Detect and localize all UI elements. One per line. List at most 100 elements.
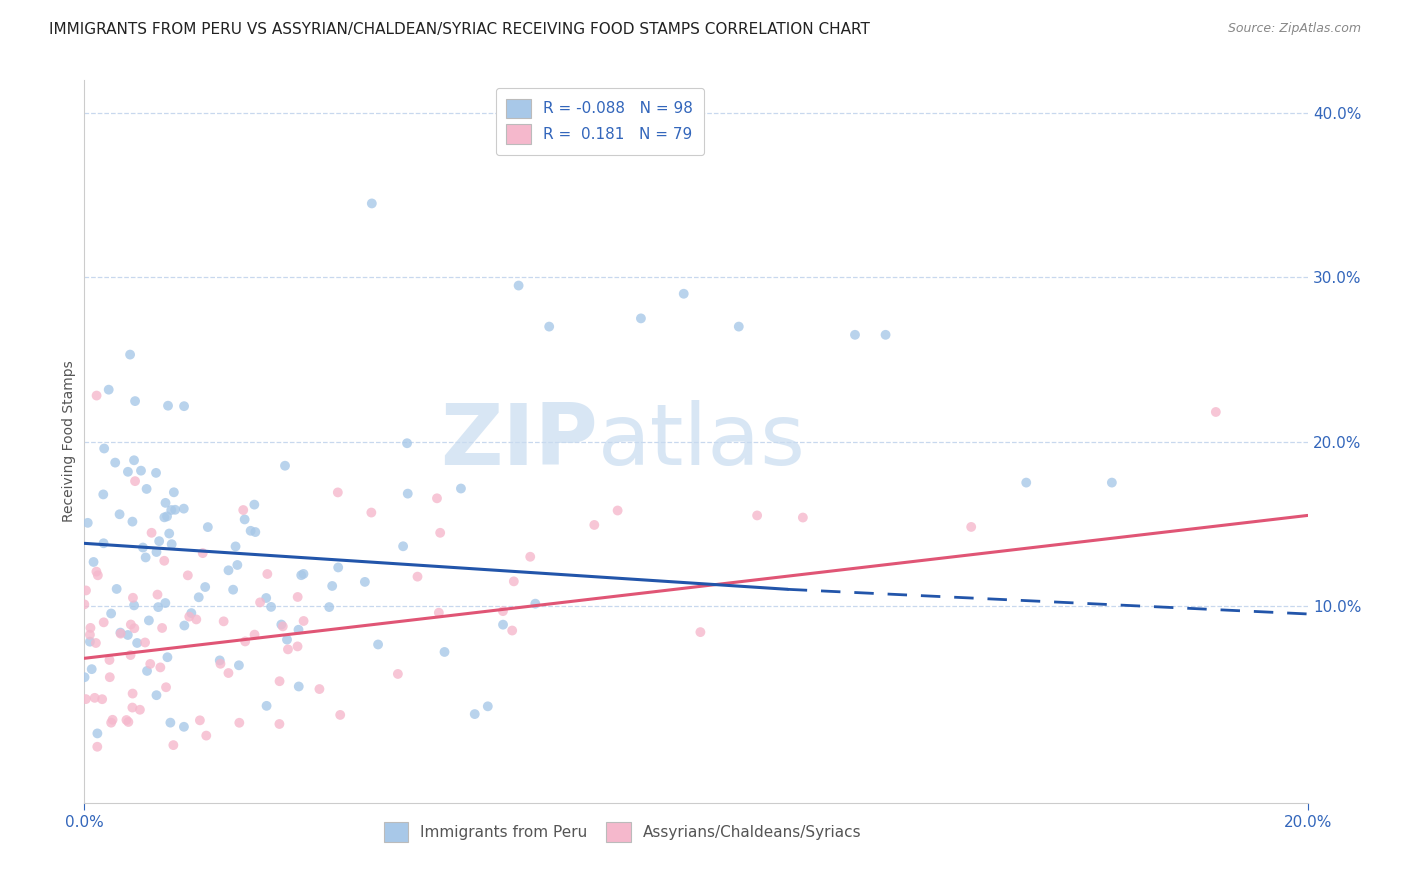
Point: [105, 582, 128, 596]
Point: [226, 558, 249, 572]
Point: [86, 726, 108, 740]
Point: [290, 568, 312, 582]
Point: [392, 539, 415, 553]
Point: [121, 687, 143, 701]
Point: [100, 607, 122, 621]
Point: [287, 640, 309, 654]
Point: [249, 595, 271, 609]
Text: atlas: atlas: [598, 400, 806, 483]
Point: [194, 580, 217, 594]
Point: [87, 568, 110, 582]
Point: [91, 487, 114, 501]
Point: [139, 657, 162, 671]
Point: [360, 196, 382, 211]
Point: [256, 698, 278, 713]
Point: [93, 615, 115, 630]
Point: [243, 627, 266, 641]
Point: [110, 626, 132, 640]
Point: [292, 614, 315, 628]
Point: [79, 628, 101, 642]
Point: [160, 503, 183, 517]
Point: [260, 599, 283, 614]
Point: [492, 604, 515, 618]
Point: [360, 506, 382, 520]
Point: [73, 598, 96, 612]
Point: [875, 327, 897, 342]
Point: [326, 485, 349, 500]
Point: [318, 600, 340, 615]
Point: [156, 650, 179, 665]
Point: [122, 599, 145, 613]
Point: [124, 621, 146, 635]
Point: [150, 621, 173, 635]
Point: [153, 554, 176, 568]
Point: [120, 348, 142, 362]
Point: [502, 574, 524, 589]
Point: [308, 681, 330, 696]
Point: [83, 690, 105, 705]
Text: ZIP: ZIP: [440, 400, 598, 483]
Point: [329, 707, 352, 722]
Point: [186, 612, 208, 626]
Point: [228, 715, 250, 730]
Point: [124, 394, 146, 409]
Point: [136, 664, 159, 678]
Point: [122, 453, 145, 467]
Point: [117, 628, 139, 642]
Point: [433, 645, 456, 659]
Point: [124, 474, 146, 488]
Point: [727, 319, 749, 334]
Point: [121, 515, 143, 529]
Point: [630, 311, 652, 326]
Point: [75, 583, 97, 598]
Point: [160, 537, 183, 551]
Point: [93, 536, 115, 550]
Point: [492, 617, 515, 632]
Point: [145, 466, 167, 480]
Point: [274, 458, 297, 473]
Point: [689, 625, 711, 640]
Point: [173, 399, 195, 413]
Point: [792, 510, 814, 524]
Point: [98, 670, 121, 684]
Point: [79, 634, 101, 648]
Point: [120, 648, 142, 662]
Point: [141, 525, 163, 540]
Point: [844, 327, 866, 342]
Text: IMMIGRANTS FROM PERU VS ASSYRIAN/CHALDEAN/SYRIAC RECEIVING FOOD STAMPS CORRELATI: IMMIGRANTS FROM PERU VS ASSYRIAN/CHALDEA…: [49, 22, 870, 37]
Point: [243, 498, 266, 512]
Point: [98, 653, 121, 667]
Point: [287, 680, 309, 694]
Point: [232, 503, 254, 517]
Point: [129, 703, 152, 717]
Point: [73, 670, 96, 684]
Point: [145, 688, 167, 702]
Point: [222, 582, 245, 597]
Point: [212, 615, 235, 629]
Point: [91, 692, 114, 706]
Point: [101, 713, 124, 727]
Point: [86, 565, 108, 579]
Point: [269, 674, 291, 689]
Point: [155, 596, 177, 610]
Point: [1015, 475, 1038, 490]
Point: [135, 550, 157, 565]
Point: [149, 660, 172, 674]
Point: [233, 512, 256, 526]
Point: [321, 579, 343, 593]
Point: [427, 606, 450, 620]
Point: [173, 618, 195, 632]
Point: [159, 715, 181, 730]
Point: [86, 739, 108, 754]
Point: [132, 541, 155, 555]
Point: [86, 388, 108, 402]
Point: [148, 534, 170, 549]
Point: [145, 545, 167, 559]
Point: [187, 591, 209, 605]
Point: [387, 667, 409, 681]
Point: [75, 692, 97, 706]
Point: [239, 524, 262, 538]
Point: [450, 482, 472, 496]
Point: [1205, 405, 1227, 419]
Point: [270, 617, 292, 632]
